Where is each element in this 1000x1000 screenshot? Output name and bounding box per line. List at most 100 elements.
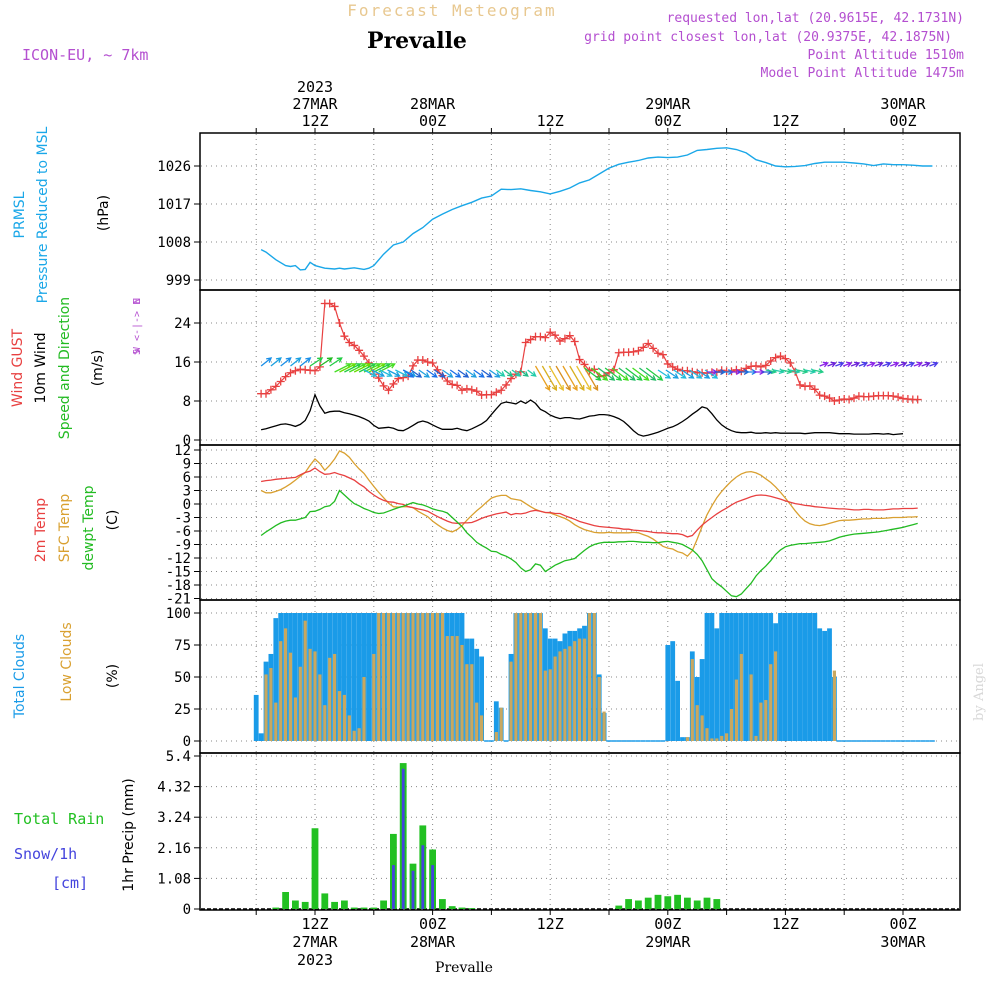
snow-bar [401, 768, 405, 909]
low-cloud-bar [279, 641, 283, 741]
low-cloud-bar [592, 613, 596, 741]
wind-arrow [812, 368, 825, 375]
gust-point [262, 389, 270, 398]
low-cloud-bar [739, 653, 743, 741]
low-cloud-bar [568, 646, 572, 741]
low-cloud-bar [480, 715, 484, 741]
gust-point [350, 341, 359, 350]
y-tick-label: -3 [174, 511, 191, 527]
rain-bar [674, 894, 681, 909]
low-cloud-bar [597, 677, 601, 741]
total-cloud-bar [258, 733, 264, 741]
gust-point [634, 346, 643, 355]
y-tick-label: 1.08 [157, 871, 191, 887]
gust-point [654, 349, 662, 358]
gust-point [384, 386, 393, 395]
wind-arrow [395, 369, 409, 377]
low-cloud-bar [274, 702, 278, 741]
wind-arrow [449, 369, 462, 378]
gust-point [551, 331, 560, 340]
total-cloud-bar [802, 613, 808, 741]
panel-frame [199, 132, 961, 291]
rain-bar [644, 897, 652, 909]
low-cloud-bar [769, 664, 773, 741]
gust-point [526, 335, 535, 344]
temp-label-unit: (C) [105, 510, 121, 531]
gust-point [752, 361, 760, 370]
gust-point [536, 332, 545, 341]
total-cloud-bar [479, 656, 484, 741]
low-cloud-bar [264, 674, 268, 741]
gust-point [286, 368, 295, 377]
rain-bar [380, 900, 387, 909]
low-cloud-bar [328, 657, 332, 741]
wind-arrow [897, 361, 908, 368]
total-cloud-bar [758, 613, 764, 741]
gust-point [810, 385, 819, 394]
low-cloud-bar [538, 613, 542, 741]
time-label-top: 27MAR [292, 95, 338, 113]
compass-south: S [132, 349, 143, 355]
total-cloud-bar [474, 648, 480, 741]
gust-point [418, 356, 427, 365]
low-cloud-bar [465, 664, 469, 741]
time-label-top: 12Z [537, 112, 564, 130]
location-title: Prevalle [367, 28, 467, 54]
total-cloud-bar [807, 613, 813, 741]
gust-point [315, 362, 324, 371]
wind-arrow [657, 369, 672, 379]
low-cloud-bar [406, 613, 410, 741]
pressure-labels: PRMSL Pressure Reduced to MSL (hPa) [12, 126, 112, 303]
total-cloud-bar [817, 628, 823, 741]
gust-point [458, 386, 466, 395]
gust-point [889, 392, 898, 401]
low-cloud-bar [372, 653, 376, 741]
time-label-bottom: 00Z [889, 915, 916, 933]
wind-arrow [457, 369, 470, 378]
total-cloud-bar [763, 613, 769, 741]
low-cloud-bar [587, 613, 591, 741]
wind-arrow [827, 361, 837, 368]
pressure-label-prmsl: PRMSL [12, 191, 28, 238]
wind-arrow [765, 368, 778, 375]
precip-label-snow: Snow/1h [14, 845, 77, 863]
total-cloud-bar [337, 613, 342, 741]
time-label-bottom: 27MAR [292, 933, 338, 951]
gust-point [894, 393, 903, 402]
rain-bar [311, 828, 319, 909]
total-cloud-bar [812, 613, 818, 741]
total-cloud-bar [366, 613, 372, 741]
gust-point [663, 359, 672, 368]
gust-point [590, 365, 599, 374]
wind-label-10m: 10m Wind [33, 332, 49, 403]
low-cloud-bar [455, 636, 459, 741]
gust-point [399, 373, 408, 382]
low-cloud-bar [602, 711, 606, 741]
wind-arrow [835, 361, 845, 368]
wind-arrow [632, 367, 650, 381]
wind-arrow [611, 367, 630, 381]
wind-arrow [819, 361, 829, 368]
y-tick-label: -21 [166, 592, 191, 608]
wind-arrow [781, 368, 793, 375]
low-cloud-bar [337, 691, 342, 741]
y-tick-label: 999 [166, 273, 191, 289]
time-label-top: 12Z [772, 112, 799, 130]
precip-labels: Total Rain Snow/1h [cm] 1hr Precip (mm) [14, 778, 137, 892]
y-tick-label: 16 [174, 355, 191, 371]
wind-arrow [465, 369, 478, 378]
low-cloud-bar [754, 735, 758, 741]
gust-point [325, 299, 334, 308]
gust-point [913, 395, 922, 404]
wind-arrow [604, 367, 623, 381]
y-tick-label: 1008 [157, 235, 191, 251]
total-cloud-bar [493, 701, 499, 741]
low-cloud-bar [470, 664, 474, 741]
time-label-bottom: 12Z [537, 915, 564, 933]
gust-point [266, 385, 275, 394]
wind-label-gust: Wind GUST [10, 328, 26, 407]
cloud-label-low: Low Clouds [59, 622, 75, 701]
gust-point [423, 358, 432, 366]
time-label-top: 30MAR [880, 95, 926, 113]
